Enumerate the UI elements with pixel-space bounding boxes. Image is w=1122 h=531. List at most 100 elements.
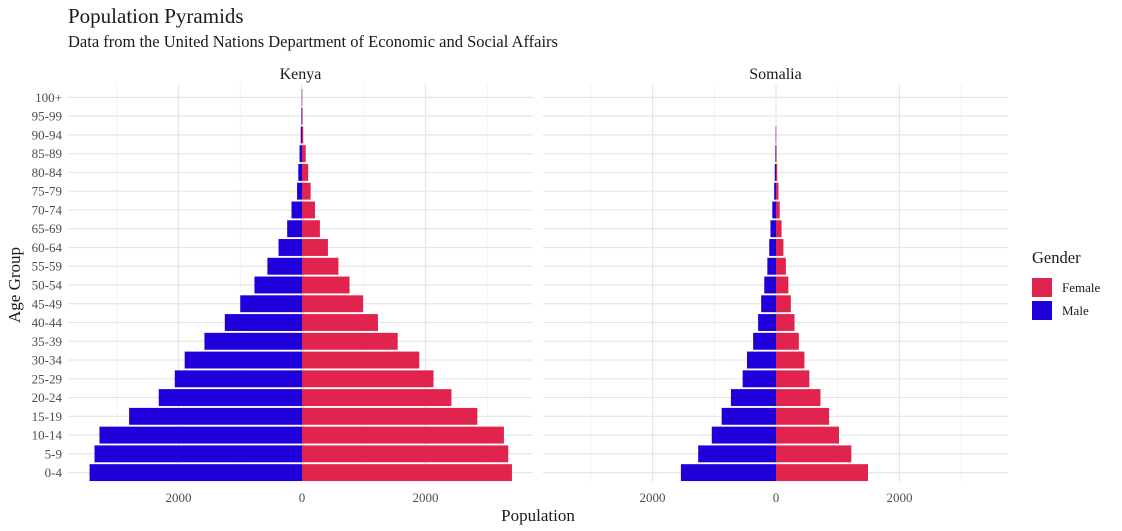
y-tick-label: 55-59	[32, 259, 62, 274]
y-tick-label: 80-84	[32, 165, 63, 180]
x-tick-label: 2000	[640, 490, 666, 505]
bar-kenya-male-15-19	[129, 407, 302, 425]
bar-somalia-male-65-69	[770, 220, 776, 238]
legend-label-female: Female	[1062, 279, 1101, 295]
bar-kenya-male-95-99	[301, 107, 302, 125]
bar-somalia-male-60-64	[769, 239, 776, 256]
bar-somalia-female-65-69	[776, 220, 782, 238]
bar-somalia-male-25-29	[742, 370, 776, 388]
bar-somalia-female-45-49	[776, 295, 791, 313]
bar-somalia-female-40-44	[776, 314, 795, 331]
bar-kenya-male-65-69	[287, 220, 302, 238]
legend-item-female: Female	[1032, 276, 1100, 299]
bar-kenya-female-85-89	[302, 145, 306, 163]
bar-kenya-female-90-94	[302, 126, 304, 144]
bar-somalia-female-75-79	[776, 182, 779, 200]
legend-item-male: Male	[1032, 299, 1100, 322]
bar-kenya-male-60-64	[278, 239, 302, 256]
y-tick-label: 60-64	[32, 240, 63, 255]
bar-kenya-male-75-79	[297, 182, 302, 200]
bar-kenya-female-80-84	[302, 163, 309, 181]
bar-kenya-female-0-4	[302, 464, 512, 482]
bar-somalia-male-20-24	[730, 389, 776, 407]
y-axis-title: Age Group	[5, 247, 24, 323]
chart-subtitle: Data from the United Nations Department …	[68, 32, 558, 51]
bar-somalia-male-50-54	[764, 276, 776, 294]
y-tick-label: 20-24	[32, 390, 63, 405]
bar-kenya-female-45-49	[302, 295, 364, 313]
panel-title-somalia: Somalia	[749, 66, 801, 83]
bar-kenya-female-55-59	[302, 257, 339, 275]
bar-kenya-female-95-99	[302, 107, 303, 125]
y-tick-label: 45-49	[32, 296, 62, 311]
y-tick-label: 70-74	[32, 202, 63, 217]
y-tick-label: 30-34	[32, 353, 63, 368]
bar-kenya-female-65-69	[302, 220, 320, 238]
bar-somalia-female-70-74	[776, 201, 780, 219]
bar-kenya-female-50-54	[302, 276, 350, 294]
y-tick-label: 90-94	[32, 127, 63, 142]
bar-kenya-male-30-34	[184, 351, 302, 369]
x-axis-title: Population	[501, 506, 575, 525]
bar-somalia-male-35-39	[753, 332, 776, 350]
bar-kenya-male-55-59	[267, 257, 302, 275]
y-tick-label: 95-99	[32, 109, 62, 124]
y-tick-label: 10-14	[32, 428, 63, 443]
bar-kenya-female-15-19	[302, 407, 478, 425]
bar-somalia-male-80-84	[774, 163, 776, 181]
legend: Gender Female Male	[1032, 248, 1100, 322]
legend-label-male: Male	[1062, 302, 1089, 318]
x-tick-label: 0	[299, 490, 306, 505]
y-tick-label: 0-4	[45, 465, 63, 480]
bar-kenya-female-25-29	[302, 370, 434, 388]
bar-somalia-male-30-34	[746, 351, 776, 369]
chart-title: Population Pyramids	[68, 4, 244, 28]
bar-somalia-male-10-14	[711, 426, 776, 444]
bar-somalia-male-5-9	[698, 445, 776, 463]
bar-kenya-male-50-54	[254, 276, 302, 294]
bar-somalia-female-30-34	[776, 351, 805, 369]
bar-somalia-male-75-79	[774, 182, 776, 200]
bar-somalia-female-25-29	[776, 370, 810, 388]
y-tick-label: 5-9	[45, 446, 62, 461]
legend-title: Gender	[1032, 248, 1081, 267]
y-tick-label: 50-54	[32, 278, 63, 293]
bar-somalia-female-60-64	[776, 239, 784, 256]
bar-somalia-female-5-9	[776, 445, 852, 463]
bar-somalia-female-50-54	[776, 276, 789, 294]
bar-somalia-female-20-24	[776, 389, 821, 407]
bar-somalia-male-55-59	[767, 257, 776, 275]
bar-kenya-female-20-24	[302, 389, 452, 407]
bar-kenya-female-5-9	[302, 445, 509, 463]
bar-somalia-male-85-89	[775, 145, 776, 163]
bar-somalia-male-70-74	[772, 201, 776, 219]
y-tick-label: 40-44	[32, 315, 63, 330]
x-tick-label: 2000	[413, 490, 439, 505]
bar-kenya-male-85-89	[299, 145, 302, 163]
bar-kenya-male-80-84	[298, 163, 302, 181]
bar-kenya-male-25-29	[174, 370, 302, 388]
bar-kenya-male-45-49	[240, 295, 302, 313]
bar-kenya-female-70-74	[302, 201, 315, 219]
bar-somalia-male-40-44	[758, 314, 776, 331]
bar-kenya-male-5-9	[94, 445, 303, 463]
bar-kenya-male-90-94	[300, 126, 302, 144]
panel-title-kenya: Kenya	[280, 66, 322, 83]
y-tick-label: 85-89	[32, 146, 62, 161]
bar-kenya-female-40-44	[302, 314, 378, 331]
bar-somalia-male-0-4	[680, 464, 776, 482]
y-tick-label: 15-19	[32, 409, 62, 424]
bar-somalia-female-80-84	[776, 163, 778, 181]
bar-kenya-female-30-34	[302, 351, 420, 369]
bar-somalia-female-35-39	[776, 332, 799, 350]
x-tick-label: 0	[773, 490, 780, 505]
bar-somalia-male-45-49	[761, 295, 776, 313]
bar-somalia-female-15-19	[776, 407, 830, 425]
bar-kenya-female-60-64	[302, 239, 328, 256]
y-tick-label: 65-69	[32, 221, 62, 236]
bar-somalia-female-0-4	[776, 464, 869, 482]
bar-somalia-female-10-14	[776, 426, 839, 444]
bar-kenya-male-35-39	[204, 332, 302, 350]
bar-somalia-female-85-89	[776, 145, 777, 163]
